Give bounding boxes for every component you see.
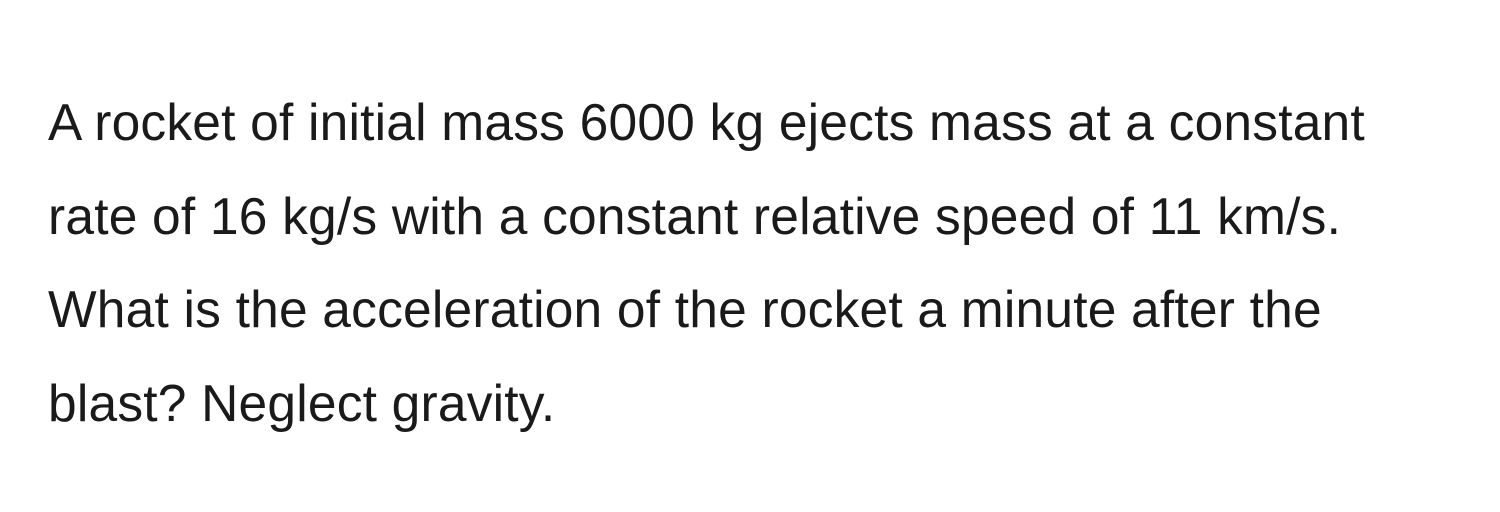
question-text: A rocket of initial mass 6000 kg ejects … — [48, 76, 1408, 451]
question-container: A rocket of initial mass 6000 kg ejects … — [0, 0, 1500, 512]
